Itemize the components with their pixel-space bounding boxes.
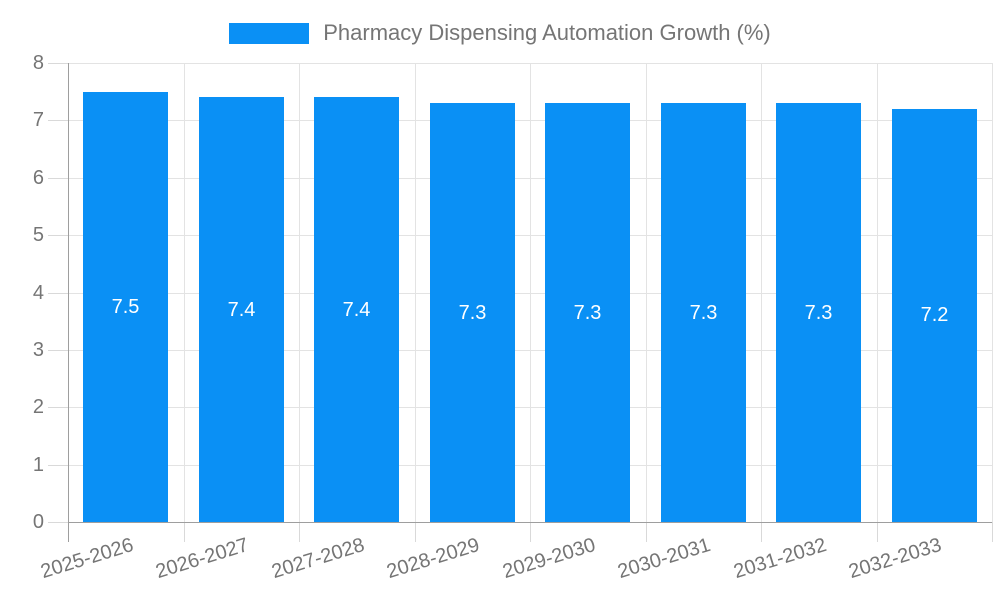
gridline-vertical (184, 63, 185, 522)
y-axis-label: 1 (32, 454, 44, 476)
y-axis-tick (48, 350, 68, 351)
bar[interactable] (314, 97, 399, 522)
gridline-vertical (299, 63, 300, 522)
x-axis-label: 2031-2032 (731, 534, 830, 584)
bar[interactable] (892, 109, 977, 522)
x-axis-tick (530, 522, 531, 542)
gridline-vertical (530, 63, 531, 522)
gridline-vertical (761, 63, 762, 522)
y-axis-tick (48, 407, 68, 408)
gridline-vertical (992, 63, 993, 522)
x-axis-tick (415, 522, 416, 542)
bar[interactable] (661, 103, 746, 522)
bar-value-label: 7.3 (458, 302, 487, 324)
x-axis-tick (992, 522, 993, 542)
gridline-vertical (877, 63, 878, 522)
gridline-vertical (415, 63, 416, 522)
x-axis-label: 2030-2031 (615, 534, 714, 584)
y-axis-tick (48, 120, 68, 121)
x-axis-tick (877, 522, 878, 542)
bar[interactable] (545, 103, 630, 522)
y-axis-tick (48, 465, 68, 466)
y-axis-label: 7 (32, 109, 44, 131)
y-axis-label: 6 (32, 167, 44, 189)
y-axis-label: 8 (32, 52, 44, 74)
y-axis-tick (48, 63, 68, 64)
y-axis-line (68, 63, 69, 542)
legend-swatch (229, 22, 310, 44)
bar-value-label: 7.5 (111, 296, 140, 318)
x-axis-label: 2029-2030 (500, 534, 599, 584)
bar[interactable] (83, 92, 168, 522)
legend-item[interactable]: Pharmacy Dispensing Automation Growth (%… (0, 20, 1000, 46)
gridline-vertical (646, 63, 647, 522)
x-axis-line (68, 522, 992, 523)
x-axis-tick (184, 522, 185, 542)
legend-label: Pharmacy Dispensing Automation Growth (%… (323, 20, 771, 45)
y-axis-tick (48, 522, 68, 523)
x-axis-label: 2027-2028 (269, 534, 368, 584)
y-axis-label: 3 (32, 339, 44, 361)
x-axis-label: 2026-2027 (153, 534, 252, 584)
bar-value-label: 7.3 (689, 302, 718, 324)
x-axis-tick (299, 522, 300, 542)
x-axis-label: 2025-2026 (38, 534, 137, 584)
bar[interactable] (776, 103, 861, 522)
y-axis-label: 2 (32, 396, 44, 418)
y-axis-tick (48, 293, 68, 294)
bar[interactable] (199, 97, 284, 522)
bar-value-label: 7.3 (573, 302, 602, 324)
bar-value-label: 7.3 (804, 302, 833, 324)
bar-value-label: 7.2 (920, 304, 949, 326)
x-axis-tick (761, 522, 762, 542)
y-axis-label: 5 (32, 224, 44, 246)
bar[interactable] (430, 103, 515, 522)
bar-value-label: 7.4 (342, 299, 371, 321)
y-axis-tick (48, 235, 68, 236)
x-axis-label: 2028-2029 (384, 534, 483, 584)
x-axis-tick (646, 522, 647, 542)
y-axis-label: 4 (32, 282, 44, 304)
y-axis-tick (48, 178, 68, 179)
bar-value-label: 7.4 (227, 299, 256, 321)
y-axis-label: 0 (32, 511, 44, 533)
x-axis-label: 2032-2033 (846, 534, 945, 584)
